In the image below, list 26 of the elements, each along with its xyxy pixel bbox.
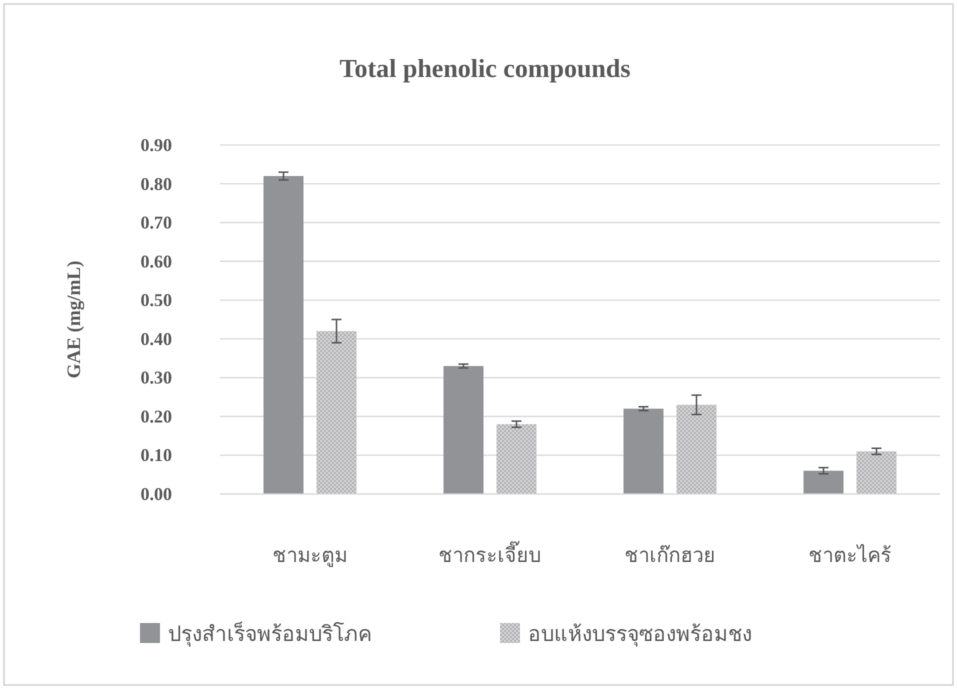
y-tick-label: 0.90: [140, 135, 172, 155]
y-axis-title: GAE (mg/mL): [64, 260, 85, 378]
y-tick-label: 0.20: [140, 406, 172, 426]
bar: [264, 176, 304, 494]
bar: [496, 424, 536, 494]
y-tick-label: 0.70: [140, 212, 172, 233]
legend-label: ปรุงสำเร็จพร้อมบริโภค: [168, 620, 372, 647]
bar: [676, 404, 716, 494]
y-tick-label: 0.10: [140, 445, 172, 466]
bar: [444, 366, 484, 494]
y-tick-label: 0.60: [140, 251, 172, 272]
x-tick-label: ชามะตูม: [272, 545, 348, 568]
x-tick-label: ชาเก๊กฮวย: [624, 545, 716, 567]
x-tick-label: ชาตะไคร้: [808, 544, 892, 567]
chart-title: Total phenolic compounds: [340, 54, 630, 83]
y-tick-label: 0.00: [140, 484, 172, 504]
x-tick-label: ชากระเจี๊ยบ: [438, 540, 542, 567]
y-tick-label: 0.80: [140, 174, 172, 194]
bar: [624, 408, 664, 494]
bar: [316, 331, 356, 494]
bar: [856, 451, 896, 494]
legend-label: อบแห้งบรรจุซองพร้อมชง: [528, 622, 752, 647]
y-tick-label: 0.40: [140, 328, 172, 349]
y-tick-label: 0.50: [140, 290, 172, 310]
y-tick-label: 0.30: [140, 368, 172, 388]
bar: [804, 470, 844, 494]
